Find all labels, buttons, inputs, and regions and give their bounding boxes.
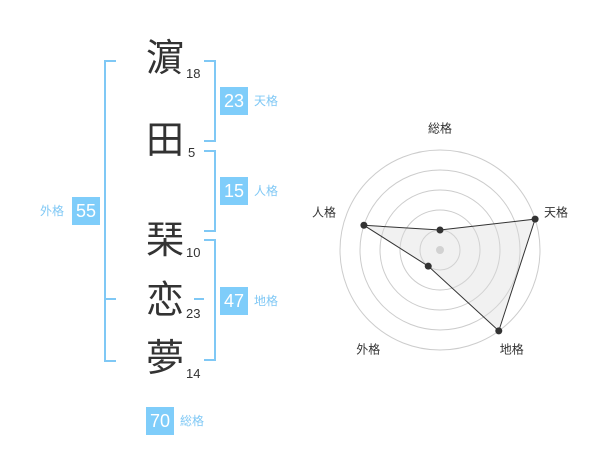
name-char: 夢 bbox=[145, 336, 184, 380]
radar-ring bbox=[399, 209, 481, 291]
jinkaku-score: 15 bbox=[220, 177, 248, 205]
stroke-count: 14 bbox=[186, 366, 201, 381]
stroke-count: 10 bbox=[186, 245, 201, 260]
name-char: 琹 bbox=[145, 218, 184, 262]
radar-point bbox=[436, 226, 444, 234]
soukaku-score: 70 bbox=[146, 407, 174, 435]
radar-ring bbox=[359, 169, 521, 331]
jinkaku-bracket bbox=[204, 150, 216, 232]
radar-ring bbox=[379, 189, 501, 311]
gaikaku-score: 55 bbox=[72, 197, 100, 225]
name-char: 濵 bbox=[145, 36, 184, 80]
stroke-count: 5 bbox=[188, 145, 196, 160]
radar-center-dot bbox=[436, 246, 444, 254]
tenkaku-bracket bbox=[204, 60, 216, 142]
chikaku-label: 地格 bbox=[254, 294, 279, 308]
radar-point bbox=[360, 221, 368, 229]
tenkaku-score: 23 bbox=[220, 87, 248, 115]
name-char: 恋 bbox=[145, 278, 184, 322]
radar-point bbox=[495, 327, 503, 335]
stroke-count: 18 bbox=[186, 66, 201, 81]
gaikaku-bracket-tick bbox=[106, 298, 116, 300]
stroke-count: 23 bbox=[186, 306, 201, 321]
radar-point bbox=[531, 215, 539, 223]
radar-axis-label: 天格 bbox=[544, 205, 569, 220]
chikaku-score: 47 bbox=[220, 287, 248, 315]
radar-ring bbox=[339, 149, 541, 351]
radar-axis-label: 地格 bbox=[499, 342, 524, 357]
radar-axis-label: 外格 bbox=[356, 342, 381, 357]
tenkaku-label: 天格 bbox=[254, 94, 279, 108]
radar-area bbox=[363, 218, 536, 332]
jinkaku-label: 人格 bbox=[254, 184, 279, 198]
gaikaku-bracket bbox=[104, 60, 116, 362]
chikaku-bracket-tick bbox=[194, 298, 204, 300]
soukaku-label: 総格 bbox=[180, 414, 205, 428]
radar-axis-label: 人格 bbox=[311, 205, 336, 220]
chikaku-bracket bbox=[204, 239, 216, 361]
gaikaku-label: 外格 bbox=[40, 204, 65, 218]
radar-axis-label: 総格 bbox=[427, 121, 453, 136]
radar-point bbox=[424, 262, 432, 270]
name-char: 田 bbox=[145, 118, 184, 162]
